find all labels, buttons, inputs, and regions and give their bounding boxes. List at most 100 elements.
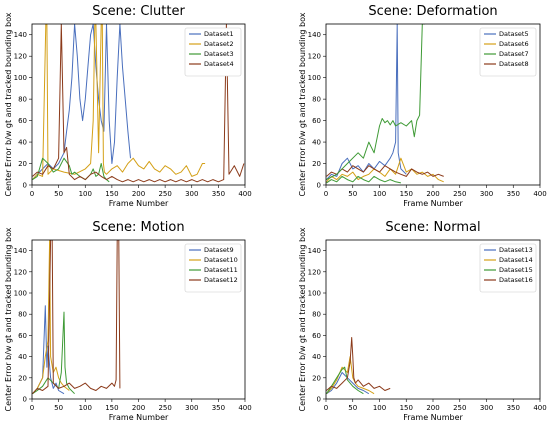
y-tick-label: 20 — [18, 160, 27, 168]
y-tick-label: 100 — [14, 290, 27, 298]
x-tick-label: 0 — [324, 404, 328, 412]
x-tick-label: 200 — [132, 190, 145, 198]
x-tick-label: 50 — [348, 190, 357, 198]
series-line-3 — [32, 157, 110, 183]
legend-entry: Dataset8 — [499, 60, 529, 68]
legend: Dataset9 Dataset10 Dataset11 Dataset12 — [184, 243, 242, 293]
y-tick-label: 0 — [23, 182, 27, 190]
legend: Dataset5 Dataset6 Dataset7 Dataset8 — [479, 27, 537, 77]
chart-title: Scene: Clutter — [92, 4, 185, 19]
y-tick-label: 140 — [14, 31, 27, 39]
series-group — [326, 24, 444, 184]
legend-entry: Dataset4 — [204, 60, 234, 68]
y-axis-label: Center Error b/w gt and tracked bounding… — [298, 12, 307, 196]
x-tick-label: 350 — [212, 404, 225, 412]
x-tick-label: 50 — [54, 190, 63, 198]
legend-entry: Dataset7 — [499, 50, 529, 58]
y-tick-label: 120 — [308, 53, 321, 61]
y-tick-label: 140 — [308, 31, 321, 39]
legend-entry: Dataset9 — [204, 246, 234, 254]
x-tick-label: 0 — [324, 190, 328, 198]
series-line-3 — [326, 175, 402, 184]
chart-panel-4: Scene: Normal 0 50 100 150 200 250 300 350 400 0 20… — [298, 220, 547, 422]
y-tick-label: 60 — [312, 117, 321, 125]
y-tick-label: 100 — [308, 74, 321, 82]
series-group — [32, 24, 245, 183]
y-axis-label: Center Error b/w gt and tracked bounding… — [4, 227, 13, 411]
y-tick-label: 60 — [18, 117, 27, 125]
x-tick-label: 350 — [507, 404, 520, 412]
y-tick-label: 20 — [312, 160, 321, 168]
legend-entry: Dataset5 — [499, 30, 529, 38]
legend: Dataset1 Dataset2 Dataset3 Dataset4 — [184, 27, 242, 77]
y-axis-label: Center Error b/w gt and tracked bounding… — [298, 227, 307, 411]
x-axis-label: Frame Number — [403, 199, 463, 208]
x-tick-label: 300 — [480, 404, 493, 412]
series-line-4 — [326, 337, 391, 391]
x-tick-label: 50 — [348, 404, 357, 412]
series-line-4 — [32, 240, 121, 395]
x-tick-label: 150 — [105, 404, 118, 412]
x-axis-label: Frame Number — [109, 413, 169, 422]
x-tick-label: 100 — [373, 404, 386, 412]
x-tick-label: 250 — [158, 404, 171, 412]
y-tick-label: 20 — [312, 374, 321, 382]
x-tick-label: 0 — [30, 190, 34, 198]
x-tick-label: 350 — [507, 190, 520, 198]
y-tick-label: 120 — [308, 268, 321, 276]
chart-panel-1: Scene: Clutter 0 50 100 150 200 250 300 350 400 0 2… — [4, 4, 252, 208]
x-tick-label: 250 — [453, 190, 466, 198]
y-tick-label: 40 — [312, 353, 321, 361]
legend-entry: Dataset15 — [499, 266, 533, 274]
legend-entry: Dataset14 — [499, 256, 533, 264]
series-line-1 — [326, 24, 407, 180]
y-tick-label: 0 — [317, 182, 321, 190]
y-tick-label: 40 — [312, 139, 321, 147]
legend-entry: Dataset16 — [499, 276, 533, 284]
legend-entry: Dataset13 — [499, 246, 533, 254]
series-line-1 — [32, 24, 131, 180]
x-tick-label: 100 — [373, 190, 386, 198]
y-tick-label: 0 — [23, 396, 27, 404]
y-tick-label: 80 — [312, 96, 321, 104]
legend-entry: Dataset3 — [204, 50, 234, 58]
chart-title: Scene: Deformation — [368, 4, 497, 19]
x-tick-label: 50 — [54, 404, 63, 412]
x-tick-label: 200 — [132, 404, 145, 412]
y-tick-label: 0 — [317, 396, 321, 404]
chart-panel-3: Scene: Motion 0 50 100 150 200 250 300 350 400 0 20… — [4, 220, 252, 422]
y-tick-label: 140 — [308, 247, 321, 255]
legend-entry: Dataset6 — [499, 40, 529, 48]
x-tick-label: 250 — [158, 190, 171, 198]
legend: Dataset13 Dataset14 Dataset15 Dataset16 — [479, 243, 537, 293]
x-tick-label: 0 — [30, 404, 34, 412]
series-line-3 — [326, 366, 364, 395]
legend-entry: Dataset12 — [204, 276, 238, 284]
y-tick-label: 80 — [312, 311, 321, 319]
series-line-2 — [326, 356, 375, 395]
y-tick-label: 20 — [18, 374, 27, 382]
x-tick-label: 400 — [533, 404, 546, 412]
series-line-2 — [32, 240, 70, 395]
x-tick-label: 400 — [238, 190, 251, 198]
y-tick-label: 120 — [14, 53, 27, 61]
y-tick-label: 40 — [18, 139, 27, 147]
legend-entry: Dataset1 — [204, 30, 234, 38]
x-tick-label: 300 — [185, 404, 198, 412]
chart-title: Scene: Motion — [92, 220, 184, 235]
x-tick-label: 350 — [212, 190, 225, 198]
y-tick-label: 80 — [18, 311, 27, 319]
x-axis-label: Frame Number — [109, 199, 169, 208]
x-tick-label: 100 — [79, 404, 92, 412]
y-tick-label: 40 — [18, 353, 27, 361]
x-tick-label: 400 — [533, 190, 546, 198]
x-tick-label: 250 — [453, 404, 466, 412]
legend-entry: Dataset11 — [204, 266, 238, 274]
legend-entry: Dataset10 — [204, 256, 238, 264]
x-tick-label: 150 — [400, 404, 413, 412]
series-line-5 — [326, 24, 425, 181]
y-tick-label: 140 — [14, 247, 27, 255]
legend-entry: Dataset2 — [204, 40, 234, 48]
y-tick-label: 60 — [18, 332, 27, 340]
